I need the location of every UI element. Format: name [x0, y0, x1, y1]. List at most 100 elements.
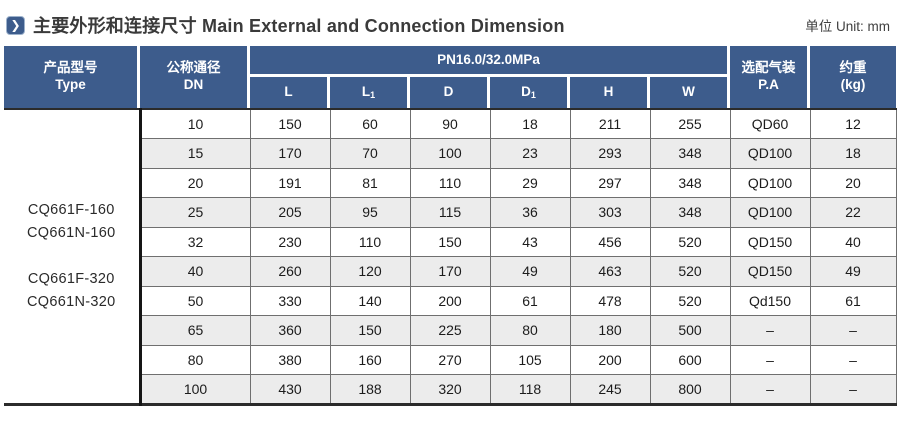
table-cell: – — [809, 315, 897, 346]
table-row: 20 191 81 110 29 297 348 QD100 20 — [4, 167, 897, 198]
product-type: CQ661N-320 — [27, 293, 116, 310]
product-type-list: CQ661F-160 CQ661N-160 CQ661F-320 CQ661N-… — [4, 199, 139, 314]
table-cell: 380 — [249, 344, 331, 375]
table-cell: 270 — [409, 344, 491, 375]
table-cell: – — [729, 315, 811, 346]
table-cell: 463 — [569, 256, 651, 287]
table-row: 40 260 120 170 49 463 520 QD150 49 — [4, 256, 897, 287]
table-cell: 293 — [569, 138, 651, 169]
table-cell: 348 — [649, 138, 731, 169]
table-cell: 230 — [249, 226, 331, 257]
table-row: 65 360 150 225 80 180 500– – — [4, 315, 897, 346]
table-cell: 520 — [649, 285, 731, 316]
table-cell: 303 — [569, 197, 651, 228]
table-row: 25 205 95 115 36 303 348 QD100 22 — [4, 197, 897, 228]
table-cell: 115 — [409, 197, 491, 228]
table-cell: 10 — [139, 108, 251, 139]
header-weight-zh: 约重 — [839, 60, 867, 76]
header-weight-en: (kg) — [840, 77, 866, 92]
table-cell: 180 — [569, 315, 651, 346]
table-row: 32 230 110 150 43 456 520 QD150 40 — [4, 226, 897, 257]
table-cell: 61 — [489, 285, 571, 316]
header-dim-W: W — [650, 77, 730, 108]
table-body: CQ661F-160 CQ661N-160 CQ661F-320 CQ661N-… — [4, 108, 897, 406]
table-cell: – — [809, 374, 897, 405]
table-cell: 60 — [329, 108, 411, 139]
header-weight: 约重 (kg) — [810, 46, 896, 108]
table-cell: 65 — [139, 315, 251, 346]
header-dim-D: D — [410, 77, 490, 108]
header-dim-H: H — [570, 77, 650, 108]
table-cell: 500 — [649, 315, 731, 346]
table-cell: 36 — [489, 197, 571, 228]
table-cell: 348 — [649, 197, 731, 228]
table-cell: 297 — [569, 167, 651, 198]
header-pa-zh: 选配气装 — [741, 60, 796, 76]
table-cell: 18 — [489, 108, 571, 139]
table-row: 50 330 140 200 61 478 520 Qd150 61 — [4, 285, 897, 316]
table-cell: 160 — [329, 344, 411, 375]
table-cell: 118 — [489, 374, 571, 405]
table-cell: 150 — [329, 315, 411, 346]
table-cell: 140 — [329, 285, 411, 316]
table-cell: 211 — [569, 108, 651, 139]
table-cell: – — [809, 344, 897, 375]
table-cell: QD100 — [729, 167, 811, 198]
header-pa: 选配气装 P.A — [730, 46, 810, 108]
table-cell: 255 — [649, 108, 731, 139]
table-cell: 22 — [809, 197, 897, 228]
product-type: CQ661F-160 — [27, 201, 115, 218]
table-cell: 95 — [329, 197, 411, 228]
table-cell: 100 — [409, 138, 491, 169]
table-row: 15 170 70 100 23 293 348 QD100 18 — [4, 138, 897, 169]
table-cell: 20 — [139, 167, 251, 198]
table-cell: QD150 — [729, 226, 811, 257]
table-cell: Qd150 — [729, 285, 811, 316]
table-cell: 12 — [809, 108, 897, 139]
table-cell: QD100 — [729, 197, 811, 228]
chevron-right-icon: ❯ — [6, 15, 25, 35]
header-pa-en: P.A — [758, 77, 779, 92]
table-cell: 50 — [139, 285, 251, 316]
table-cell: – — [729, 374, 811, 405]
table-cell: 260 — [249, 256, 331, 287]
page-title: 主要外形和连接尺寸 Main External and Connection D… — [33, 16, 565, 36]
table-row: 100 430 188 320 118 245 800– – — [4, 374, 897, 405]
table-cell: 170 — [409, 256, 491, 287]
table-cell: 80 — [139, 344, 251, 375]
table-cell: 110 — [409, 167, 491, 198]
table-cell: 61 — [809, 285, 897, 316]
table-cell: 90 — [409, 108, 491, 139]
table-cell: 40 — [139, 256, 251, 287]
table-cell: 456 — [569, 226, 651, 257]
table-row: 80 380 160 270 105 200 600– – — [4, 344, 897, 375]
table-cell: 800 — [649, 374, 731, 405]
table-cell: 245 — [569, 374, 651, 405]
table-cell: 29 — [489, 167, 571, 198]
table-cell: 200 — [409, 285, 491, 316]
table-cell: 25 — [139, 197, 251, 228]
table-cell: 520 — [649, 226, 731, 257]
header-pn-span: PN16.0/32.0MPa — [250, 46, 730, 77]
header-dim-L: L — [250, 77, 330, 108]
table-cell: 205 — [249, 197, 331, 228]
table-cell: – — [729, 344, 811, 375]
table-cell: 23 — [489, 138, 571, 169]
product-type: CQ661N-160 — [27, 224, 116, 241]
table-cell: QD60 — [729, 108, 811, 139]
table-cell: 170 — [249, 138, 331, 169]
table-cell: 430 — [249, 374, 331, 405]
table-cell: 191 — [249, 167, 331, 198]
table-cell: 360 — [249, 315, 331, 346]
table-cell: 81 — [329, 167, 411, 198]
header-product-type: 产品型号 Type — [4, 46, 140, 108]
table-cell: 150 — [409, 226, 491, 257]
table-cell: 70 — [329, 138, 411, 169]
table-cell: 348 — [649, 167, 731, 198]
product-type-cell: CQ661F-160 CQ661N-160 CQ661F-320 CQ661N-… — [4, 109, 142, 404]
table-cell: 520 — [649, 256, 731, 287]
